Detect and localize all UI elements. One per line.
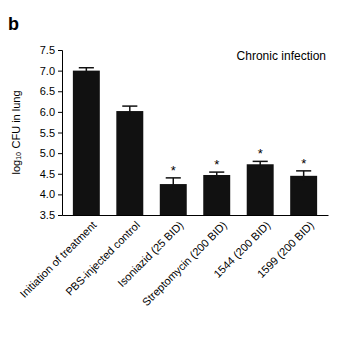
error-bar xyxy=(253,161,268,167)
y-tick-mark xyxy=(58,133,62,134)
y-tick-mark xyxy=(58,215,62,216)
y-tick-label: 5.5 xyxy=(40,127,55,139)
y-tick: 5.5 xyxy=(40,127,62,139)
chart: 3.5 4.0 4.5 5.0 5.5 6.0 6.5 7.0 7.5 Initiation of… xyxy=(0,0,341,348)
error-cap xyxy=(79,67,94,69)
y-tick: 4.5 xyxy=(40,168,62,180)
y-tick-label: 6.5 xyxy=(40,85,55,97)
x-axis-line xyxy=(63,215,329,216)
y-tick-mark xyxy=(58,194,62,195)
error-bar xyxy=(166,178,181,190)
y-tick-mark xyxy=(58,153,62,154)
x-tick-label: Streptomycin (200 BID) xyxy=(140,219,229,308)
bar xyxy=(247,164,274,215)
y-tick: 4.0 xyxy=(40,188,62,200)
y-axis-title: log₁₀ CFU in lung xyxy=(10,90,22,174)
bar xyxy=(73,71,100,215)
y-tick-label: 4.0 xyxy=(40,188,55,200)
x-tick-label: Initiation of treatment xyxy=(17,219,98,300)
plot: 3.5 4.0 4.5 5.0 5.5 6.0 6.5 7.0 7.5 Initiation of… xyxy=(17,44,328,308)
significance-marker: * xyxy=(171,163,176,178)
y-tick-mark xyxy=(58,71,62,72)
y-tick-label: 7.5 xyxy=(40,44,55,56)
y-tick-mark xyxy=(58,91,62,92)
error-stem xyxy=(259,161,261,167)
x-tick: Streptomycin (200 BID) xyxy=(140,215,229,308)
significance-marker: * xyxy=(258,146,263,161)
bar xyxy=(116,111,143,215)
y-tick-label: 5.0 xyxy=(40,147,55,159)
annotations: * * * * xyxy=(171,146,306,178)
bar xyxy=(290,176,317,215)
significance-marker: * xyxy=(301,156,306,171)
y-tick: 6.5 xyxy=(40,85,62,97)
y-tick: 7.5 xyxy=(40,44,62,56)
panel-label: b xyxy=(8,14,19,34)
x-tick-label: PBS-injected control xyxy=(63,219,142,298)
y-tick-label: 3.5 xyxy=(40,209,55,221)
y-tick: 3.5 xyxy=(40,209,62,221)
y-tick-label: 4.5 xyxy=(40,168,55,180)
error-stem xyxy=(216,172,218,178)
y-tick: 7.0 xyxy=(40,65,62,77)
bar xyxy=(203,175,230,215)
error-bar xyxy=(122,106,137,116)
y-tick-mark xyxy=(58,174,62,175)
y-tick-mark xyxy=(58,50,62,51)
error-stem xyxy=(86,68,88,74)
y-tick: 5.0 xyxy=(40,147,62,159)
error-stem xyxy=(173,178,175,190)
y-tick-label: 6.0 xyxy=(40,106,55,118)
x-tick: Initiation of treatment xyxy=(17,215,98,300)
error-bar xyxy=(79,68,94,74)
y-tick-label: 7.0 xyxy=(40,65,55,77)
error-cap xyxy=(122,105,137,107)
error-stem xyxy=(129,106,131,116)
error-bar xyxy=(209,172,224,178)
x-axis: Initiation of treatmentPBS-injected cont… xyxy=(17,215,328,308)
x-tick: 1599 (200 BID) xyxy=(255,215,316,280)
y-tick-mark xyxy=(58,112,62,113)
bars xyxy=(73,68,317,215)
error-bar xyxy=(296,171,311,181)
y-axis: 3.5 4.0 4.5 5.0 5.5 6.0 6.5 7.0 7.5 xyxy=(40,44,63,221)
x-tick: PBS-injected control xyxy=(63,215,142,298)
y-axis-line xyxy=(58,51,63,216)
significance-marker: * xyxy=(214,157,219,172)
title: Chronic infection xyxy=(237,49,326,63)
x-tick-label: 1599 (200 BID) xyxy=(255,219,316,280)
y-tick: 6.0 xyxy=(40,106,62,118)
error-stem xyxy=(303,171,305,181)
